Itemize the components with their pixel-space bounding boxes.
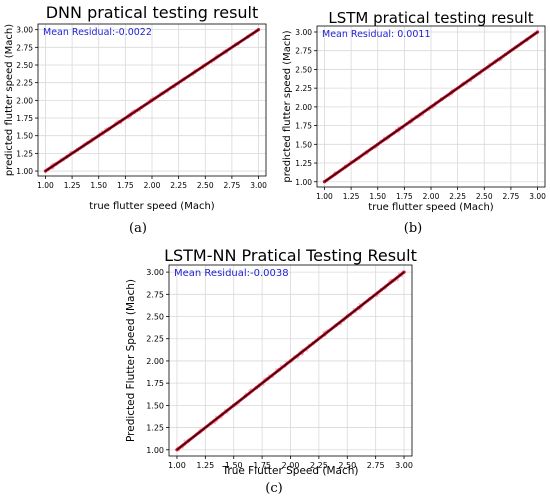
y-tick-label: 2.25 [146, 335, 164, 344]
caption-c: (c) [265, 481, 283, 496]
x-tick-label: 2.50 [197, 181, 214, 190]
x-tick-label: 1.75 [396, 192, 413, 201]
y-tick-label: 1.00 [146, 446, 164, 455]
y-tick-label: 1.75 [295, 122, 312, 131]
chart-title: LSTM pratical testing result [328, 9, 533, 27]
x-tick-label: 1.50 [369, 192, 386, 201]
x-tick-label: 2.25 [310, 461, 328, 470]
x-tick-label: 1.00 [316, 192, 333, 201]
chart-lstm: LSTM pratical testing result 1.00 1.25 1.50… [282, 9, 546, 213]
x-axis-label: True Flutter Speed (Mach) [222, 465, 359, 477]
mean-residual-annotation: Mean Residual:-0.0038 [174, 268, 289, 279]
halo-point [359, 307, 362, 311]
chart-title: DNN pratical testing result [46, 3, 259, 22]
x-tick-label: 2.50 [338, 461, 356, 470]
y-tick-label: 2.00 [16, 96, 33, 105]
y-tick-label: 3.00 [295, 28, 312, 37]
ideal-line [176, 271, 405, 451]
x-tick-label: 2.75 [224, 181, 241, 190]
y-axis-label: Predicted Flutter Speed (Mach) [125, 279, 137, 442]
x-tick-label: 2.25 [170, 181, 187, 190]
x-tick-label: 2.00 [282, 461, 300, 470]
y-tick-label: 1.00 [295, 178, 312, 187]
x-tick-label: 3.00 [529, 192, 546, 201]
y-tick-label: 2.75 [295, 47, 312, 56]
y-tick-label: 3.00 [146, 268, 164, 277]
halo-point [183, 439, 186, 442]
x-tick-label: 1.25 [64, 181, 81, 190]
x-tick-label: 1.25 [343, 192, 360, 201]
y-tick-label: 1.25 [146, 424, 164, 433]
y-axis-label: predicted flutter speed (Mach) [282, 30, 293, 182]
caption-a: (a) [129, 221, 147, 236]
y-tick-label: 1.75 [146, 379, 164, 388]
x-tick-label: 1.00 [168, 461, 186, 470]
plot-frame [316, 25, 546, 188]
panel-b: LSTM pratical testing result 1.00 1.25 1.50… [278, 0, 550, 215]
halo-point [396, 278, 399, 282]
x-tick-label: 1.25 [196, 461, 214, 470]
y-tick-label: 3.00 [16, 26, 33, 35]
x-tick-label: 1.50 [90, 181, 107, 190]
mean-residual-annotation: Mean Residual:-0.0022 [43, 27, 152, 38]
y-tick-label: 1.00 [16, 167, 33, 176]
panel-a: DNN pratical testing result 1.00 1.25 1.50 1… [0, 0, 270, 215]
y-tick-label: 2.00 [146, 357, 164, 366]
y-tick-label: 2.00 [295, 103, 312, 112]
panel-c: LSTM-NN Pratical Testing Result 1.00 1.25 1… [120, 240, 420, 482]
caption-b: (b) [403, 221, 423, 236]
y-tick-label: 1.25 [295, 159, 312, 168]
y-tick-label: 1.50 [295, 140, 312, 149]
y-tick-label: 2.25 [295, 84, 312, 93]
halo-point [389, 278, 392, 281]
ideal-line [324, 31, 538, 183]
y-axis-label: predicted flutter speed (Mach) [4, 24, 15, 176]
x-tick-label: 1.75 [117, 181, 134, 190]
y-tick-label: 2.50 [295, 65, 312, 74]
halo-point [322, 330, 325, 334]
y-tick-label: 1.50 [146, 401, 164, 410]
x-tick-label: 2.25 [449, 192, 466, 201]
x-axis-label: true flutter speed (Mach) [89, 201, 215, 212]
x-axis-label: true flutter speed (Mach) [368, 202, 494, 213]
chart-lstm-nn: LSTM-NN Pratical Testing Result 1.00 1.25 1… [125, 246, 417, 477]
y-tick-label: 2.75 [16, 43, 33, 52]
y-tick-label: 1.50 [16, 132, 33, 141]
mean-residual-annotation: Mean Residual: 0.0011 [322, 29, 431, 40]
x-tick-label: 2.75 [503, 192, 520, 201]
y-tick-label: 2.50 [16, 61, 33, 70]
x-tick-label: 1.50 [225, 461, 243, 470]
y-tick-label: 2.50 [146, 313, 164, 322]
y-tick-label: 2.75 [146, 290, 164, 299]
y-tick-label: 2.25 [16, 79, 33, 88]
x-tick-label: 2.75 [367, 461, 385, 470]
plot-frame [37, 23, 267, 177]
chart-dnn: DNN pratical testing result 1.00 1.25 1.50 1… [4, 3, 267, 212]
x-tick-label: 3.00 [250, 181, 267, 190]
plot-frame [168, 264, 413, 457]
x-tick-label: 2.00 [144, 181, 161, 190]
x-tick-label: 1.00 [37, 181, 54, 190]
y-tick-label: 1.75 [16, 114, 33, 123]
x-tick-label: 1.75 [253, 461, 271, 470]
chart-title: LSTM-NN Pratical Testing Result [164, 246, 417, 265]
x-tick-label: 2.50 [476, 192, 493, 201]
y-tick-label: 1.25 [16, 149, 33, 158]
ideal-line [45, 29, 259, 172]
x-tick-label: 3.00 [395, 461, 413, 470]
x-tick-label: 2.00 [423, 192, 440, 201]
